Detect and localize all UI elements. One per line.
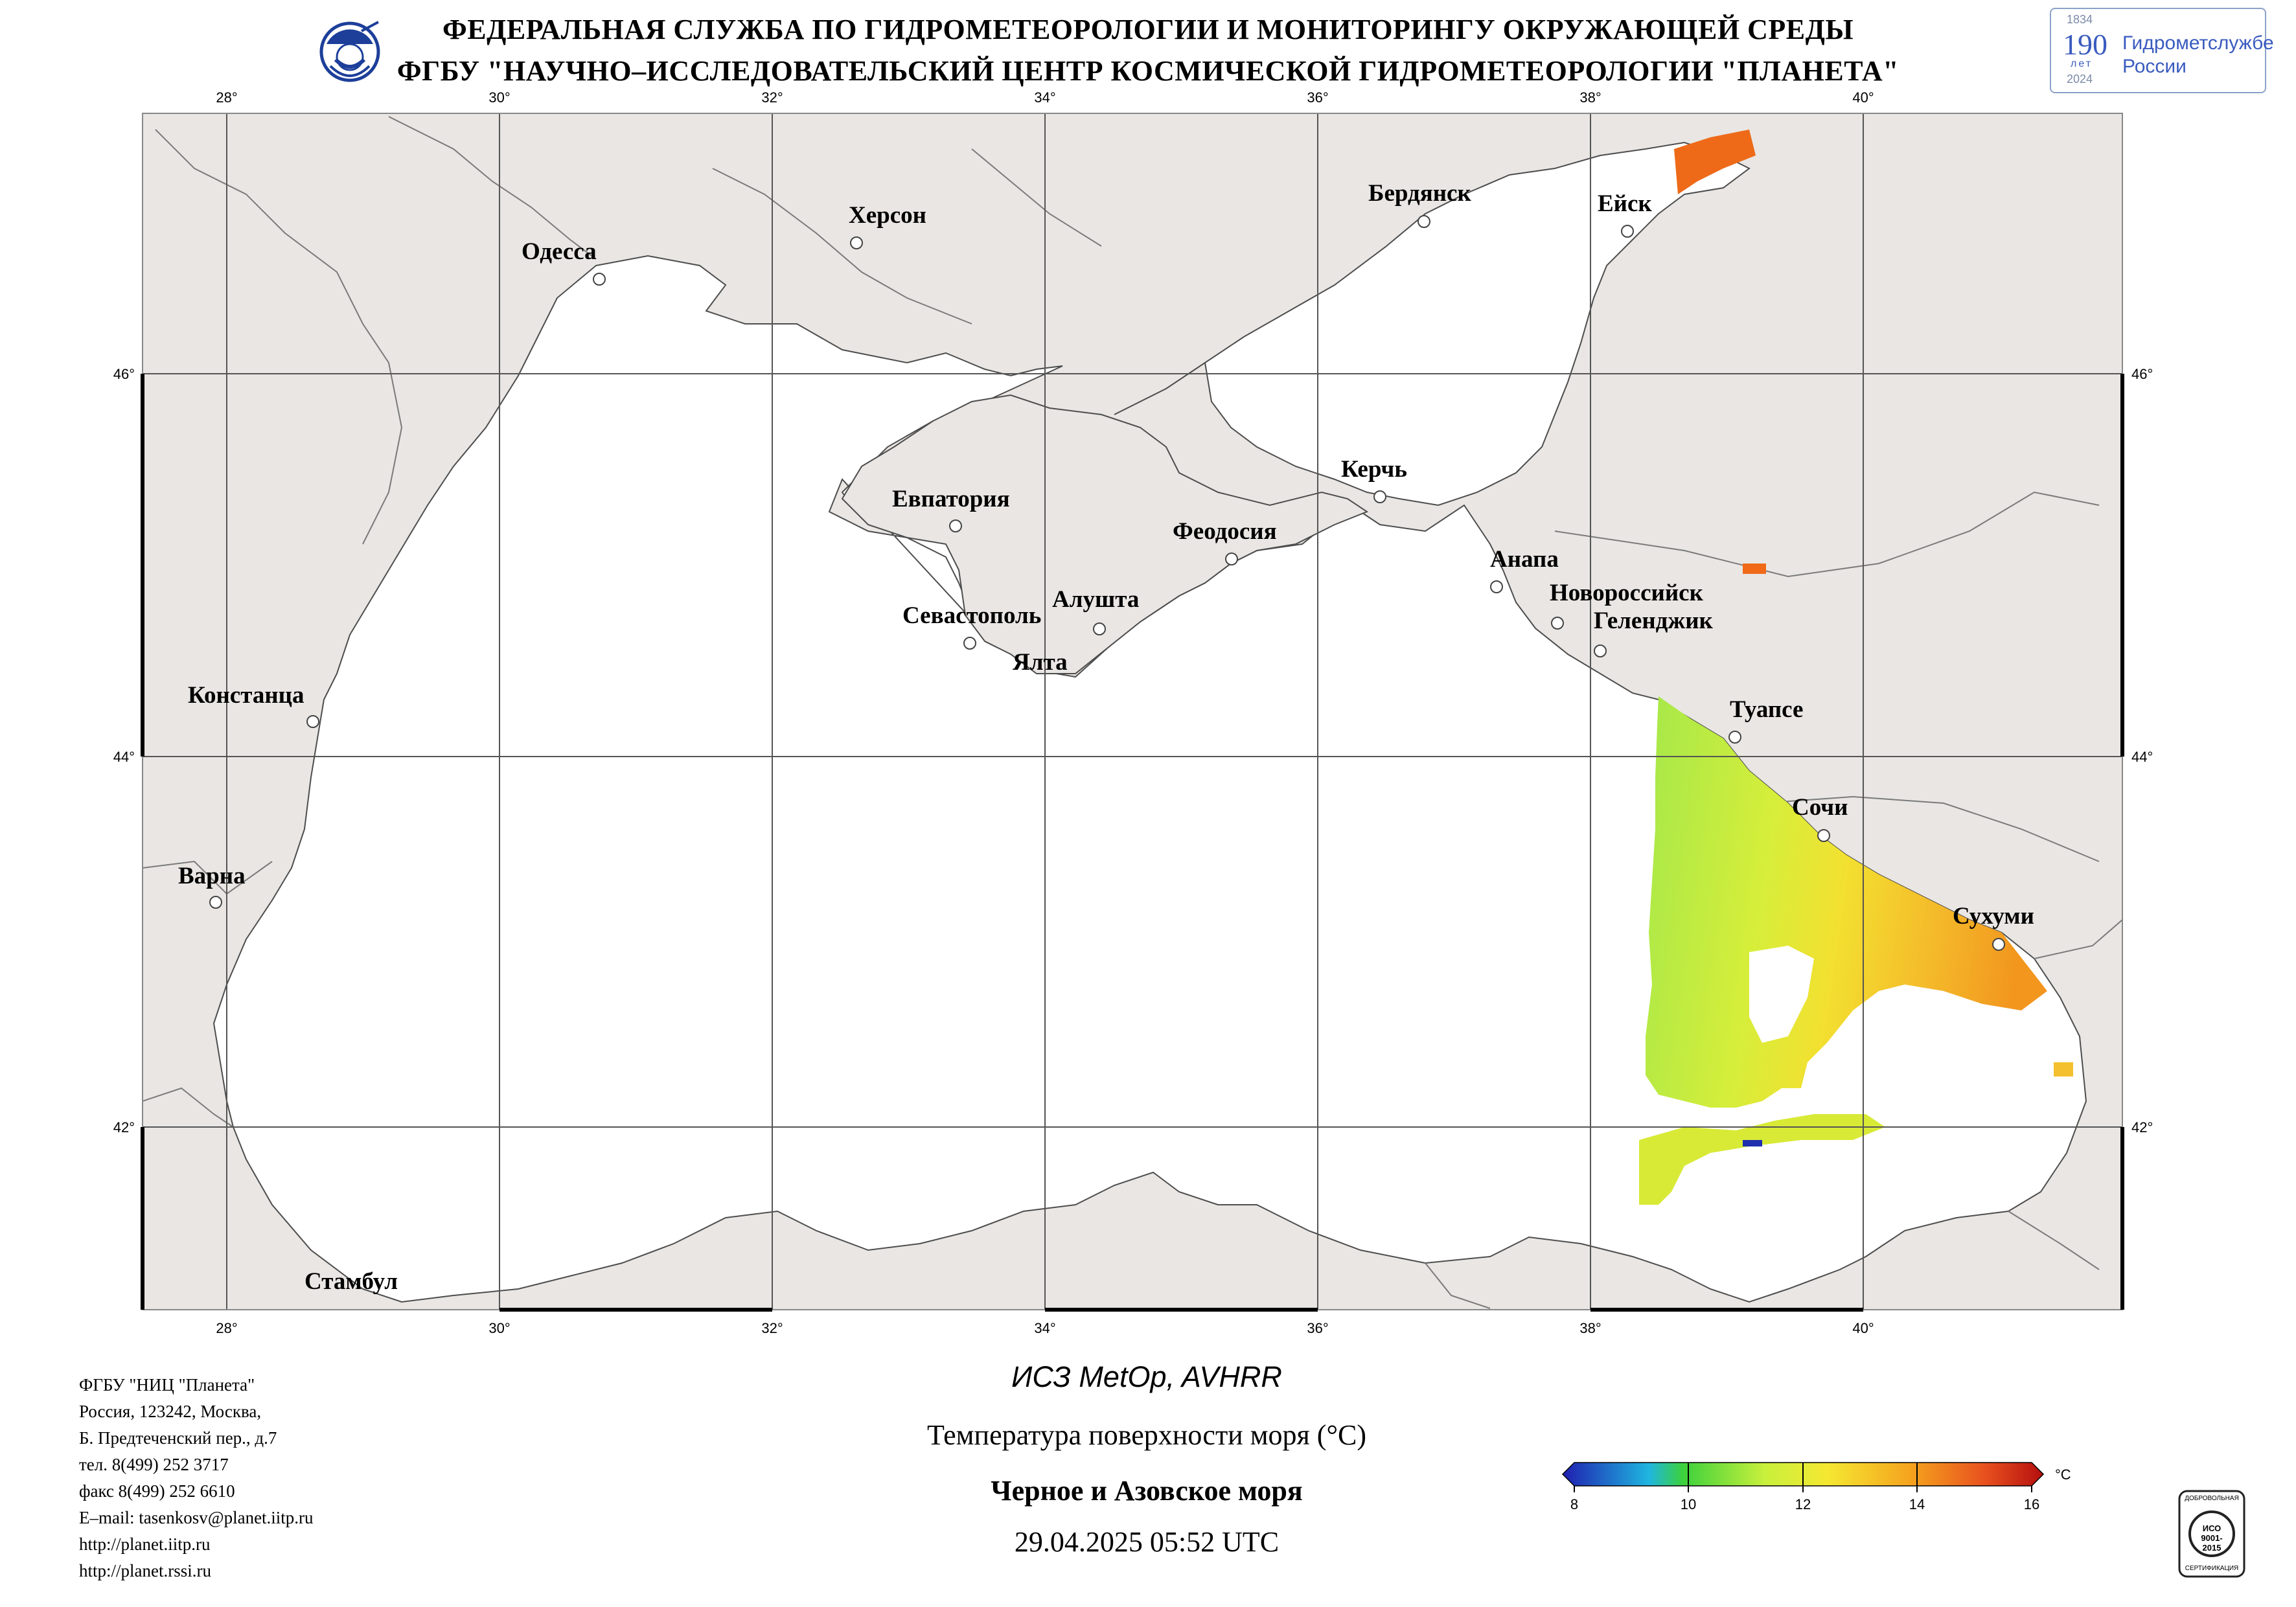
lon-label-bottom: 28° [216,1320,237,1336]
colorbar-tick: 12 [1795,1496,1811,1512]
city-markers [209,215,2005,951]
lat-label-left: 44° [113,749,135,765]
colorbar: 8 10 12 14 16 °C [1561,1462,2071,1512]
footer-org: ФГБУ "НИЦ "Планета" [79,1375,255,1395]
city-label-varna: Варна [178,863,246,889]
lon-label-top: 32° [761,89,783,106]
footer-url-2: http://planet.rssi.ru [79,1561,211,1580]
lon-label-bottom: 38° [1579,1320,1601,1336]
sst-coast-patch [2054,1062,2073,1077]
city-label-alushta: Алушта [1052,586,1139,613]
footer-url-1: http://planet.iitp.ru [79,1534,211,1554]
lat-label-right: 42° [2131,1119,2153,1135]
iso-badge-mid: ИСО 9001-2015 [2201,1523,2223,1553]
anniversary-text-1: Гидрометслужбе [2122,32,2274,54]
city-label-tuapse: Туапсе [1730,696,1803,723]
lon-label-top: 38° [1579,89,1601,106]
satellite-title: ИСЗ MetOp, AVHRR [1011,1360,1282,1393]
header-agency-title: ФЕДЕРАЛЬНАЯ СЛУЖБА ПО ГИДРОМЕТЕОРОЛОГИИ … [442,14,1854,45]
colorbar-tick: 10 [1681,1496,1696,1512]
anniversary-year-end: 2024 [2067,73,2093,85]
lon-label-bottom: 40° [1852,1320,1874,1336]
city-label-yeysk: Ейск [1598,190,1652,217]
lon-label-bottom: 30° [488,1320,510,1336]
city-label-sevastopol: Севастополь [902,602,1041,629]
city-label-gelendzhik: Геленджик [1594,608,1714,634]
anniversary-number: 190 [2063,28,2107,61]
colorbar-tick: 14 [1909,1496,1925,1512]
lon-label-bottom: 34° [1034,1320,1055,1336]
city-label-yevpatoria: Евпатория [892,486,1010,512]
footer-contact-info: ФГБУ "НИЦ "Планета" Россия, 123242, Моск… [79,1372,314,1584]
anniversary-text-2: России [2122,56,2187,77]
footer-phone: тел. 8(499) 252 3717 [79,1455,229,1474]
city-label-berdyansk: Бердянск [1368,180,1471,207]
product-title: Температура поверхности моря (°C) [926,1419,1367,1451]
arabat-spit [1114,362,1206,415]
lon-label-bottom: 32° [761,1320,783,1336]
sst-azov [1674,130,1756,194]
lat-label-left: 42° [113,1119,135,1135]
iso-badge-icon [2178,1490,2245,1578]
planeta-logo [319,21,380,82]
city-label-istanbul: Стамбул [304,1268,398,1295]
lat-label-right: 46° [2131,366,2153,382]
footer-fax: факс 8(499) 252 6610 [79,1481,235,1501]
city-label-odessa: Одесса [522,238,597,265]
sst-gap [1749,946,1814,1043]
city-label-constanta: Констанца [188,682,304,709]
lat-label-right: 44° [2131,749,2153,765]
lat-label-left: 46° [113,366,135,382]
sst-south-patch [1639,1114,1885,1205]
iso-badge-bottom: СЕРТИФИКАЦИЯ [2185,1565,2239,1572]
city-label-kherson: Херсон [849,202,926,229]
header-center-title: ФГБУ "НАУЧНО–ИССЛЕДОВАТЕЛЬСКИЙ ЦЕНТР КОС… [396,55,1900,87]
anniversary-logo: 1834 190 лет 2024 Гидрометслужбе России [2050,8,2274,93]
iso-badge-top: ДОБРОВОЛЬНАЯ [2185,1495,2239,1502]
colorbar-tick: 8 [1570,1496,1578,1512]
lon-label-bottom: 36° [1307,1320,1328,1336]
sst-kuban-patch [1743,564,1766,574]
crimea [841,394,1369,674]
city-label-novorossiysk: Новороссийск [1550,580,1704,606]
anniversary-year-start: 1834 [2067,13,2093,26]
sea-of-azov [1204,141,1751,507]
city-label-sukhumi: Сухуми [1953,903,2034,929]
footer-email: E–mail: tasenkosv@planet.iitp.ru [79,1508,314,1527]
lon-label-top: 30° [488,89,510,106]
city-label-feodosia: Феодосия [1173,518,1277,545]
city-label-sochi: Сочи [1792,794,1848,821]
footer-address-2: Б. Предтеченский пер., д.7 [79,1428,277,1448]
lon-label-top: 28° [216,89,237,106]
region-title: Черное и Азовское моря [991,1475,1303,1507]
sst-cold-pixel [1743,1140,1762,1146]
city-label-yalta: Ялта [1013,649,1068,676]
city-label-kerch: Керчь [1341,456,1407,483]
footer-address-1: Россия, 123242, Москва, [79,1402,262,1421]
map-frame-ticks [141,374,2124,1312]
lon-label-top: 40° [1852,89,1874,106]
sst-field [1646,696,2047,1108]
graticule [143,113,2122,1310]
city-label-anapa: Анапа [1490,546,1559,573]
borders [143,116,2122,1309]
colorbar-tick: 16 [2024,1496,2039,1512]
lon-label-top: 34° [1034,89,1055,106]
iso-badge: ДОБРОВОЛЬНАЯ ИСО 9001-2015 СЕРТИФИКАЦИЯ [2178,1490,2245,1578]
colorbar-unit: °C [2055,1466,2071,1483]
datetime-label: 29.04.2025 05:52 UTC [1014,1526,1280,1558]
anniversary-word: лет [2071,58,2093,69]
lon-label-top: 36° [1307,89,1328,106]
